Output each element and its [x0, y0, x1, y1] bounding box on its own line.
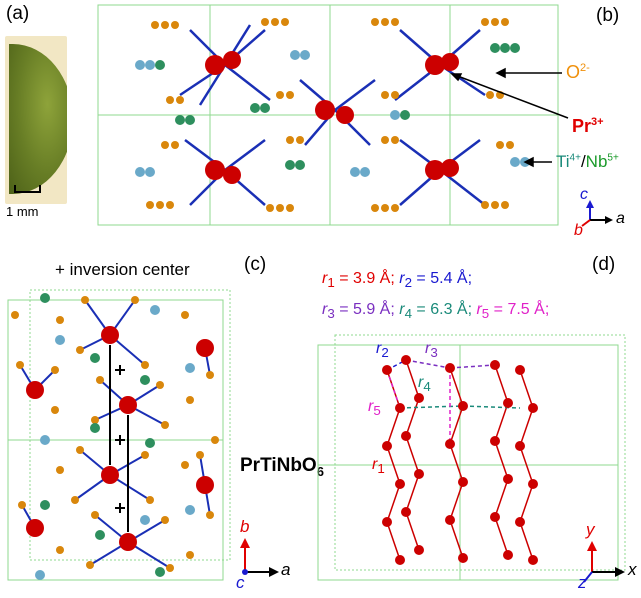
panel-label-b: (b) — [596, 5, 620, 26]
axis-a-label-c: a — [281, 560, 291, 579]
axes-c — [240, 538, 279, 577]
crystal-photo — [5, 36, 67, 204]
crystal-body — [9, 44, 67, 194]
inversion-lines-c — [109, 345, 129, 532]
legend-arrows-b — [450, 67, 569, 168]
axes-b — [581, 200, 613, 227]
diagram-r2-label: r2 — [376, 340, 389, 361]
unit-cell-d — [317, 334, 626, 581]
diagram-r5-label: r5 — [368, 398, 381, 419]
panel-label-a: (a) — [6, 3, 30, 24]
oxygen-label: O2- — [566, 62, 590, 82]
axis-c-label-c: c — [236, 573, 245, 592]
scale-label: 1 mm — [6, 204, 39, 219]
distance-line-1: r1 = 3.9 Å; r2 = 5.4 Å; — [322, 270, 473, 291]
chains-d — [386, 359, 534, 561]
axes-d — [583, 541, 625, 583]
diagram-r1-label: r1 — [372, 456, 385, 477]
diagram-r3-label: r3 — [425, 340, 438, 361]
panel-label-c: (c) — [244, 254, 267, 275]
ti-nb-atoms-b — [135, 43, 530, 177]
inversion-center-label: + inversion center — [55, 260, 190, 279]
diagram-r4-label: r4 — [418, 374, 431, 395]
inversion-markers-c — [115, 365, 125, 513]
distance-line-2: r3 = 5.9 Å; r4 = 6.3 Å; r5 = 7.5 Å; — [322, 301, 550, 322]
pr-atoms-b — [205, 51, 459, 184]
axis-c-label-b: c — [580, 186, 588, 203]
axis-a-label-b: a — [616, 210, 625, 227]
pr-atoms-d — [382, 355, 538, 565]
axis-b-label-b: b — [574, 222, 583, 239]
axis-z-label-d: z — [578, 573, 587, 592]
axis-x-label-d: x — [628, 560, 637, 579]
pr-label: Pr3+ — [572, 116, 604, 136]
oxygen-atoms-c — [11, 296, 219, 572]
panel-label-d: (d) — [592, 254, 616, 275]
axis-b-label-c: b — [240, 517, 250, 536]
axis-y-label-d: y — [586, 520, 595, 539]
ti-nb-label: Ti4+/Nb5+ — [556, 152, 619, 171]
ti-nb-atoms-c — [35, 293, 195, 580]
pr-atoms-c — [26, 326, 214, 551]
oxygen-atoms-b — [146, 18, 514, 212]
formula-label: PrTiNbO6 — [240, 455, 324, 479]
